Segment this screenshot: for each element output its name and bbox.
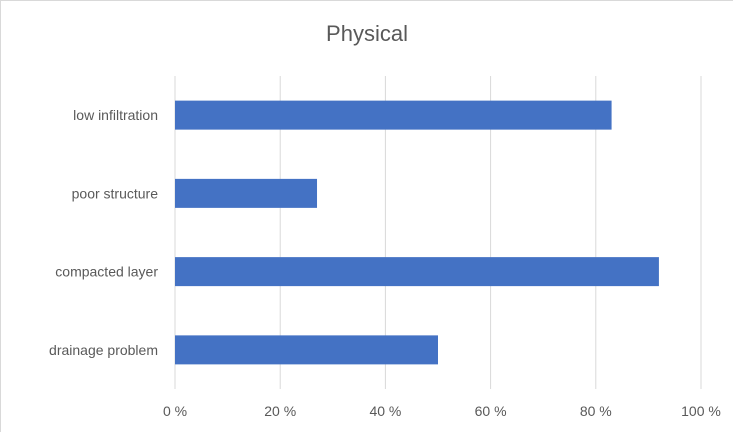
x-tick-label: 80 % bbox=[580, 403, 612, 419]
x-tick-label: 60 % bbox=[475, 403, 507, 419]
bar-poor-structure bbox=[175, 178, 318, 208]
bar-compacted-layer bbox=[175, 257, 659, 287]
category-label: compacted layer bbox=[55, 264, 158, 280]
x-tick-labels: 0 % 20 % 40 % 60 % 80 % 100 % bbox=[163, 403, 721, 419]
category-label: drainage problem bbox=[49, 342, 158, 358]
category-label: low infiltration bbox=[73, 107, 158, 123]
bars bbox=[175, 100, 659, 365]
x-tick-label: 0 % bbox=[163, 403, 187, 419]
x-tick-label: 20 % bbox=[264, 403, 296, 419]
category-label: poor structure bbox=[72, 185, 159, 201]
x-tick-label: 40 % bbox=[369, 403, 401, 419]
chart-title: Physical bbox=[326, 21, 408, 46]
bar-drainage-problem bbox=[175, 335, 438, 365]
x-tick-label: 100 % bbox=[681, 403, 721, 419]
bar-low-infiltration bbox=[175, 100, 612, 130]
category-labels: low infiltration poor structure compacted … bbox=[49, 107, 158, 358]
